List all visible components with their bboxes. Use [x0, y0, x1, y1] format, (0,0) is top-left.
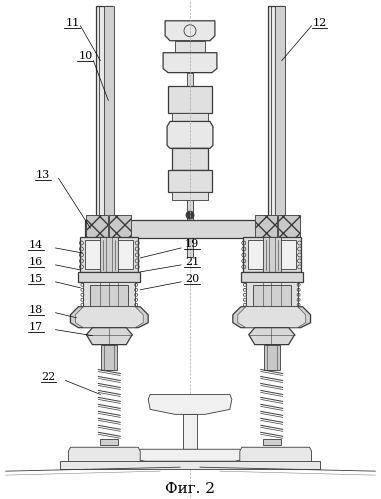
Polygon shape [240, 447, 312, 464]
Bar [168, 85, 212, 113]
Bar [90, 285, 128, 307]
Polygon shape [167, 121, 213, 148]
Text: 13: 13 [35, 170, 50, 180]
Bar [248, 240, 296, 269]
Text: 21: 21 [185, 257, 199, 267]
Bar [85, 240, 133, 269]
Bar [263, 237, 281, 272]
Text: 11: 11 [65, 18, 80, 28]
Bar [175, 41, 205, 53]
Bar [83, 282, 135, 307]
Polygon shape [86, 328, 132, 345]
Bar [183, 414, 197, 449]
Polygon shape [163, 53, 217, 73]
Polygon shape [70, 307, 148, 328]
Bar [172, 148, 208, 170]
Polygon shape [165, 21, 215, 41]
Bar [100, 439, 118, 445]
Bar [172, 113, 208, 121]
Polygon shape [75, 307, 143, 328]
Bar [275, 6, 285, 305]
Polygon shape [69, 447, 140, 464]
Text: 14: 14 [29, 240, 43, 250]
Bar [255, 215, 277, 237]
Text: Фиг. 2: Фиг. 2 [165, 482, 215, 496]
Bar [101, 345, 117, 370]
Text: 17: 17 [29, 322, 43, 332]
Bar [61, 461, 320, 469]
Polygon shape [249, 328, 295, 345]
Bar [264, 345, 280, 370]
Bar [246, 282, 298, 307]
Bar [100, 237, 118, 272]
Polygon shape [148, 394, 232, 414]
Bar [268, 6, 284, 300]
Bar [253, 285, 291, 307]
Text: 12: 12 [312, 18, 327, 28]
Text: 19: 19 [185, 239, 199, 249]
Bar [86, 215, 108, 237]
Text: 22: 22 [42, 372, 56, 383]
Polygon shape [238, 307, 306, 328]
Bar [263, 439, 281, 445]
Bar [172, 192, 208, 200]
Text: 20: 20 [185, 274, 199, 284]
Bar [243, 237, 301, 272]
Text: 10: 10 [78, 51, 93, 61]
Bar [109, 215, 131, 237]
Bar [168, 170, 212, 192]
Polygon shape [233, 307, 311, 328]
Bar [85, 220, 295, 238]
Bar [80, 237, 138, 272]
Text: 18: 18 [29, 305, 43, 315]
Text: 15: 15 [29, 274, 43, 284]
Bar [96, 6, 112, 300]
Bar [78, 272, 140, 282]
Text: 16: 16 [29, 257, 43, 267]
Polygon shape [135, 449, 245, 461]
Bar [187, 73, 193, 257]
Bar [278, 215, 299, 237]
Bar [104, 6, 114, 305]
Circle shape [186, 211, 194, 219]
Bar [241, 272, 303, 282]
